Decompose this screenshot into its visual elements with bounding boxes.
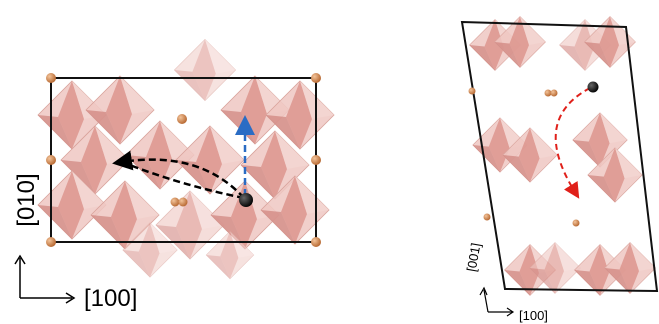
figure: [010] [100] [001] [10 bbox=[0, 0, 659, 324]
axes-icon bbox=[15, 256, 74, 303]
right-panel: [001] [100] bbox=[462, 17, 657, 324]
left-panel: [010] [100] bbox=[13, 39, 334, 312]
axes-icon bbox=[480, 288, 513, 316]
vacancy-atom bbox=[239, 193, 253, 207]
axis-label: [010] bbox=[13, 173, 40, 226]
axis-label: [100] bbox=[519, 308, 548, 323]
octahedra bbox=[470, 17, 656, 296]
axis-label: [100] bbox=[84, 285, 137, 312]
axis-label: [001] bbox=[464, 242, 484, 273]
vacancy-atom bbox=[588, 82, 599, 93]
